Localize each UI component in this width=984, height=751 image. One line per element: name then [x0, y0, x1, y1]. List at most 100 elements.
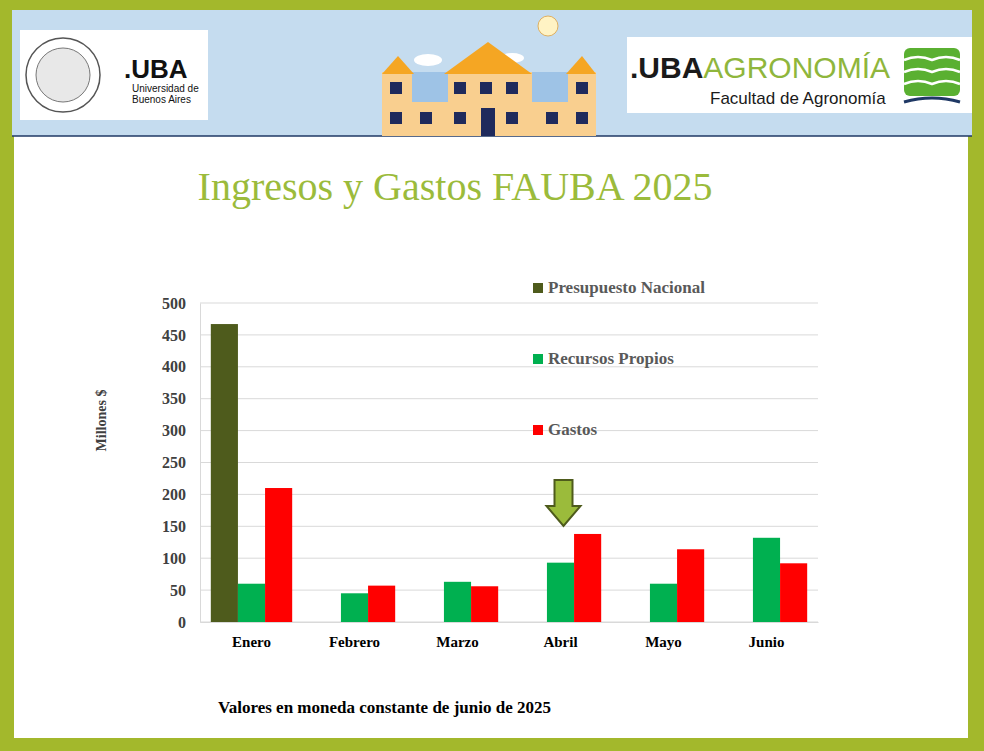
window	[390, 82, 402, 94]
x-tick-label: Febrero	[329, 634, 380, 650]
x-axis-line	[201, 622, 819, 623]
roof	[566, 56, 596, 74]
building-glass	[412, 72, 448, 102]
seal	[26, 38, 100, 112]
y-tick-label: 100	[162, 550, 186, 567]
window	[454, 112, 466, 124]
bars	[211, 324, 807, 622]
y-tick: 300	[162, 422, 200, 439]
bar	[444, 582, 471, 622]
x-axis: Enero Febrero Marzo Abril Mayo Junio	[201, 622, 819, 650]
bar	[265, 488, 292, 622]
cloud	[414, 54, 442, 66]
header-band	[12, 10, 972, 136]
y-tick-label: 0	[178, 614, 186, 631]
window	[480, 82, 492, 94]
bar	[341, 593, 368, 622]
grid	[200, 303, 818, 622]
bar	[211, 324, 238, 622]
y-tick: 450	[162, 327, 200, 344]
logo-name: Universidad de	[132, 83, 199, 94]
y-tick-label: 450	[162, 327, 186, 344]
grid-line	[200, 494, 818, 495]
x-tick-label: Junio	[749, 634, 785, 650]
y-tick: 0	[178, 614, 200, 631]
y-tick-label: 50	[170, 582, 186, 599]
chart-title: Ingresos y Gastos FAUBA 2025	[198, 164, 713, 209]
grid-line	[200, 526, 818, 527]
logo-name: Facultad de Agronomía	[710, 89, 886, 108]
door	[481, 108, 495, 136]
y-tick-label: 150	[162, 518, 186, 535]
x-tick: Marzo	[436, 622, 478, 650]
y-axis: 050100150200250300350400450500	[162, 295, 201, 631]
y-tick-label: 350	[162, 390, 186, 407]
legend: Presupuesto Nacional Recursos Propios Gast…	[533, 278, 705, 439]
seal-inner	[36, 48, 90, 102]
y-tick: 250	[162, 454, 200, 471]
agronomia-logo: .UBAAGRONOMÍAFacultad de Agronomía	[627, 37, 972, 113]
book-line	[904, 57, 960, 60]
bar	[471, 586, 498, 622]
x-tick-label: Abril	[543, 634, 577, 650]
y-tick-label: 200	[162, 486, 186, 503]
moon	[538, 16, 558, 36]
window	[506, 82, 518, 94]
building-icon	[382, 16, 596, 136]
legend-label: Recursos Propios	[548, 349, 674, 368]
logo-box	[20, 30, 208, 120]
grid-line	[200, 303, 818, 304]
y-tick-label: 400	[162, 358, 186, 375]
x-tick-label: Marzo	[436, 634, 478, 650]
book-icon	[904, 48, 960, 96]
y-tick: 400	[162, 358, 200, 375]
logo-name: Buenos Aires	[132, 94, 191, 105]
book-base	[904, 98, 960, 102]
page: .UBAUniversidad deBuenos Aires.UBA AGRONO…	[0, 0, 984, 751]
y-tick: 100	[162, 550, 200, 567]
window	[576, 112, 588, 124]
legend-label: Presupuesto Nacional	[548, 278, 705, 297]
x-tick: Enero	[232, 622, 271, 650]
logo-acronym: .UBA	[124, 54, 188, 84]
x-tick-label: Mayo	[645, 634, 682, 650]
grid-line	[200, 430, 818, 431]
x-tick: Febrero	[329, 622, 380, 650]
roof	[382, 56, 414, 74]
legend-swatch	[533, 354, 543, 364]
frame	[0, 0, 984, 751]
y-tick-label: 300	[162, 422, 186, 439]
bar	[650, 584, 677, 622]
legend-label: Gastos	[548, 420, 598, 439]
bar	[780, 563, 807, 622]
logo-box	[627, 37, 972, 113]
bar	[238, 584, 265, 622]
x-tick: Abril	[543, 622, 577, 650]
x-tick: Mayo	[645, 622, 682, 650]
bar	[753, 538, 780, 622]
y-tick: 150	[162, 518, 200, 535]
footnote: Valores en moneda constante de junio de …	[218, 698, 551, 717]
window	[576, 82, 588, 94]
grid-line	[200, 398, 818, 399]
grid-line	[200, 590, 818, 591]
window	[420, 112, 432, 124]
y-tick: 350	[162, 390, 200, 407]
y-tick: 200	[162, 486, 200, 503]
logo-brand: AGRONOMÍA	[703, 51, 890, 84]
x-tick-label: Enero	[232, 634, 271, 650]
grid-line	[200, 622, 818, 623]
x-tick: Junio	[749, 622, 785, 650]
bar	[547, 563, 574, 622]
grid-line	[200, 462, 818, 463]
window	[454, 82, 466, 94]
grid-line	[200, 334, 818, 335]
y-tick: 50	[170, 582, 200, 599]
y-axis-title: Millones $	[94, 390, 109, 452]
bar	[574, 534, 601, 622]
uba-logo: .UBAUniversidad deBuenos Aires	[20, 30, 208, 120]
arrow	[547, 480, 581, 526]
book-line	[904, 81, 960, 84]
building-glass	[532, 72, 568, 102]
y-axis-line	[200, 304, 201, 623]
